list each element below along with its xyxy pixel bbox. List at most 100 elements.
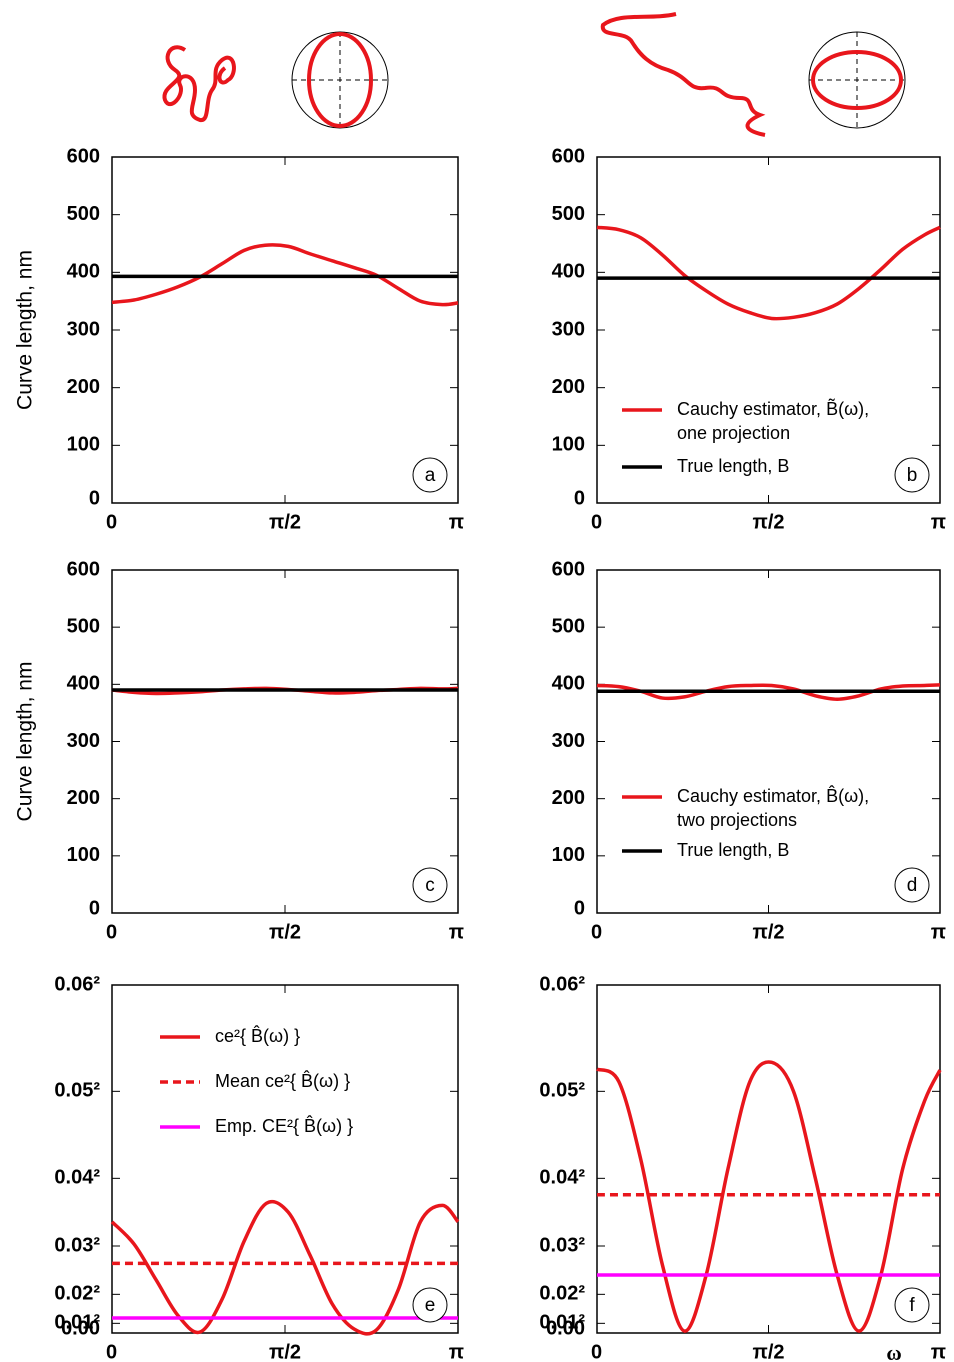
y-tick-label: 0 [89,487,100,509]
y-tick-label: 0.04² [54,1167,100,1189]
plot-frame [596,569,941,914]
panel-label: b [907,465,918,486]
curve-sketch [600,12,766,137]
y-tick-label: 600 [552,558,585,580]
panel-label: f [909,1295,915,1316]
y-axis-label: Curve length, nm [14,250,37,410]
y-tick-label: 0.06² [539,973,585,995]
y-tick-label: 300 [67,318,100,340]
y-tick-label: 0 [574,487,585,509]
panel-label-circle [894,867,930,903]
panel: 0 100 200 300 400 500 600 0 π/2 π Cauchy estimator… [552,145,946,533]
ellipse [307,32,373,128]
x-tick-label: π/2 [269,921,301,943]
ellipse [811,50,903,110]
y-tick-label: 0.03² [54,1234,100,1256]
panel-label-circle [894,1287,930,1323]
y-tick-label: 200 [552,376,585,398]
x-tick-label: π [449,921,464,943]
y-tick-label: 100 [67,844,100,866]
y-tick-label: 100 [552,844,585,866]
x-tick-label: 0 [591,511,602,533]
y-tick-label: 0.01² [54,1312,100,1334]
panel: 0 100 200 300 400 500 600 0 π/2 π Cauchy estimator… [552,558,946,943]
plot-frame [111,156,459,504]
y-tick-label: 500 [67,615,100,637]
y-tick-label: 0 [574,897,585,919]
y-tick-label: 0.04² [539,1167,585,1189]
panel: 0 100 200 300 400 500 600 0 π/2 π Curve length, nm… [14,558,464,943]
panel-label-circle [412,867,448,903]
x-tick-label: 0 [591,1341,602,1362]
x-tick-label: π/2 [269,1341,301,1362]
legend-label: Cauchy estimator, B̃(ω), one projection [677,398,869,443]
y-tick-label: 400 [552,261,585,283]
illustrations [162,12,906,137]
y-tick-label: 0.01² [539,1312,585,1334]
series-line [110,1199,460,1336]
legend-label: ce²{ B̂(ω) } [215,1025,300,1046]
x-axis-label: ω [886,1341,901,1362]
series-line [596,225,941,321]
panel-label: a [425,465,436,486]
x-tick-label: π/2 [753,1341,785,1362]
series-line [596,1060,942,1333]
x-tick-label: π/2 [269,511,301,533]
x-tick-label: π [931,921,946,943]
y-tick-label: 600 [67,145,100,167]
x-tick-label: π [449,1341,464,1362]
y-tick-label: 300 [67,730,100,752]
legend-label: Mean ce²{ B̂(ω) } [215,1070,350,1091]
legend-label: Emp. CE²{ B̂(ω) } [215,1115,353,1136]
panel: 0.000.01² 0.02² 0.03² 0.04² 0.05² 0.06² 0 π/2 π ω… [539,973,946,1362]
y-tick-label: 300 [552,730,585,752]
legend-label: True length, B [677,456,789,476]
x-tick-label: π/2 [753,511,785,533]
panel-label: d [907,875,918,896]
y-tick-label: 100 [552,434,585,456]
y-tick-label: 0.05² [54,1080,100,1102]
y-tick-label: 200 [67,376,100,398]
plot-frame [111,569,459,914]
panel-label: e [425,1295,436,1316]
y-tick-label: 400 [67,261,100,283]
y-tick-label: 0 [89,897,100,919]
plot-frame [596,984,941,1334]
panel-label-circle [412,1287,448,1323]
y-tick-label: 0.00 [546,1317,585,1339]
y-tick-label: 0.06² [54,973,100,995]
y-tick-label: 100 [67,434,100,456]
series-line [111,243,459,307]
x-tick-label: 0 [106,921,117,943]
panel: 0.000.01² 0.02² 0.03² 0.04² 0.05² 0.06² 0 π/2 π c… [54,973,464,1362]
legend-label: Cauchy estimator, B̂(ω), two projections [677,785,869,830]
y-tick-label: 500 [552,615,585,637]
y-tick-label: 600 [67,558,100,580]
y-tick-label: 200 [552,787,585,809]
y-tick-label: 0.00 [61,1317,100,1339]
y-tick-label: 200 [67,787,100,809]
panel-label: c [425,875,435,896]
curve-sketch [162,45,236,122]
y-tick-label: 300 [552,318,585,340]
series-line [596,683,941,701]
y-tick-label: 500 [67,203,100,225]
panel: 0 100 200 300 400 500 600 0 π/2 π Curve length, nm… [14,145,464,533]
y-tick-label: 400 [552,673,585,695]
y-tick-label: 0.05² [539,1080,585,1102]
panel-label-circle [412,457,448,493]
y-tick-label: 500 [552,203,585,225]
y-axis-label: Curve length, nm [14,662,37,822]
x-tick-label: 0 [106,511,117,533]
panel-label-circle [894,457,930,493]
y-tick-label: 0.02² [54,1283,100,1305]
x-tick-label: π [931,511,946,533]
x-tick-label: 0 [106,1341,117,1362]
y-tick-label: 600 [552,145,585,167]
x-tick-label: π/2 [753,921,785,943]
x-tick-label: π [449,511,464,533]
y-tick-label: 0.03² [539,1234,585,1256]
legend-label: True length, B [677,840,789,860]
y-tick-label: 0.02² [539,1283,585,1305]
